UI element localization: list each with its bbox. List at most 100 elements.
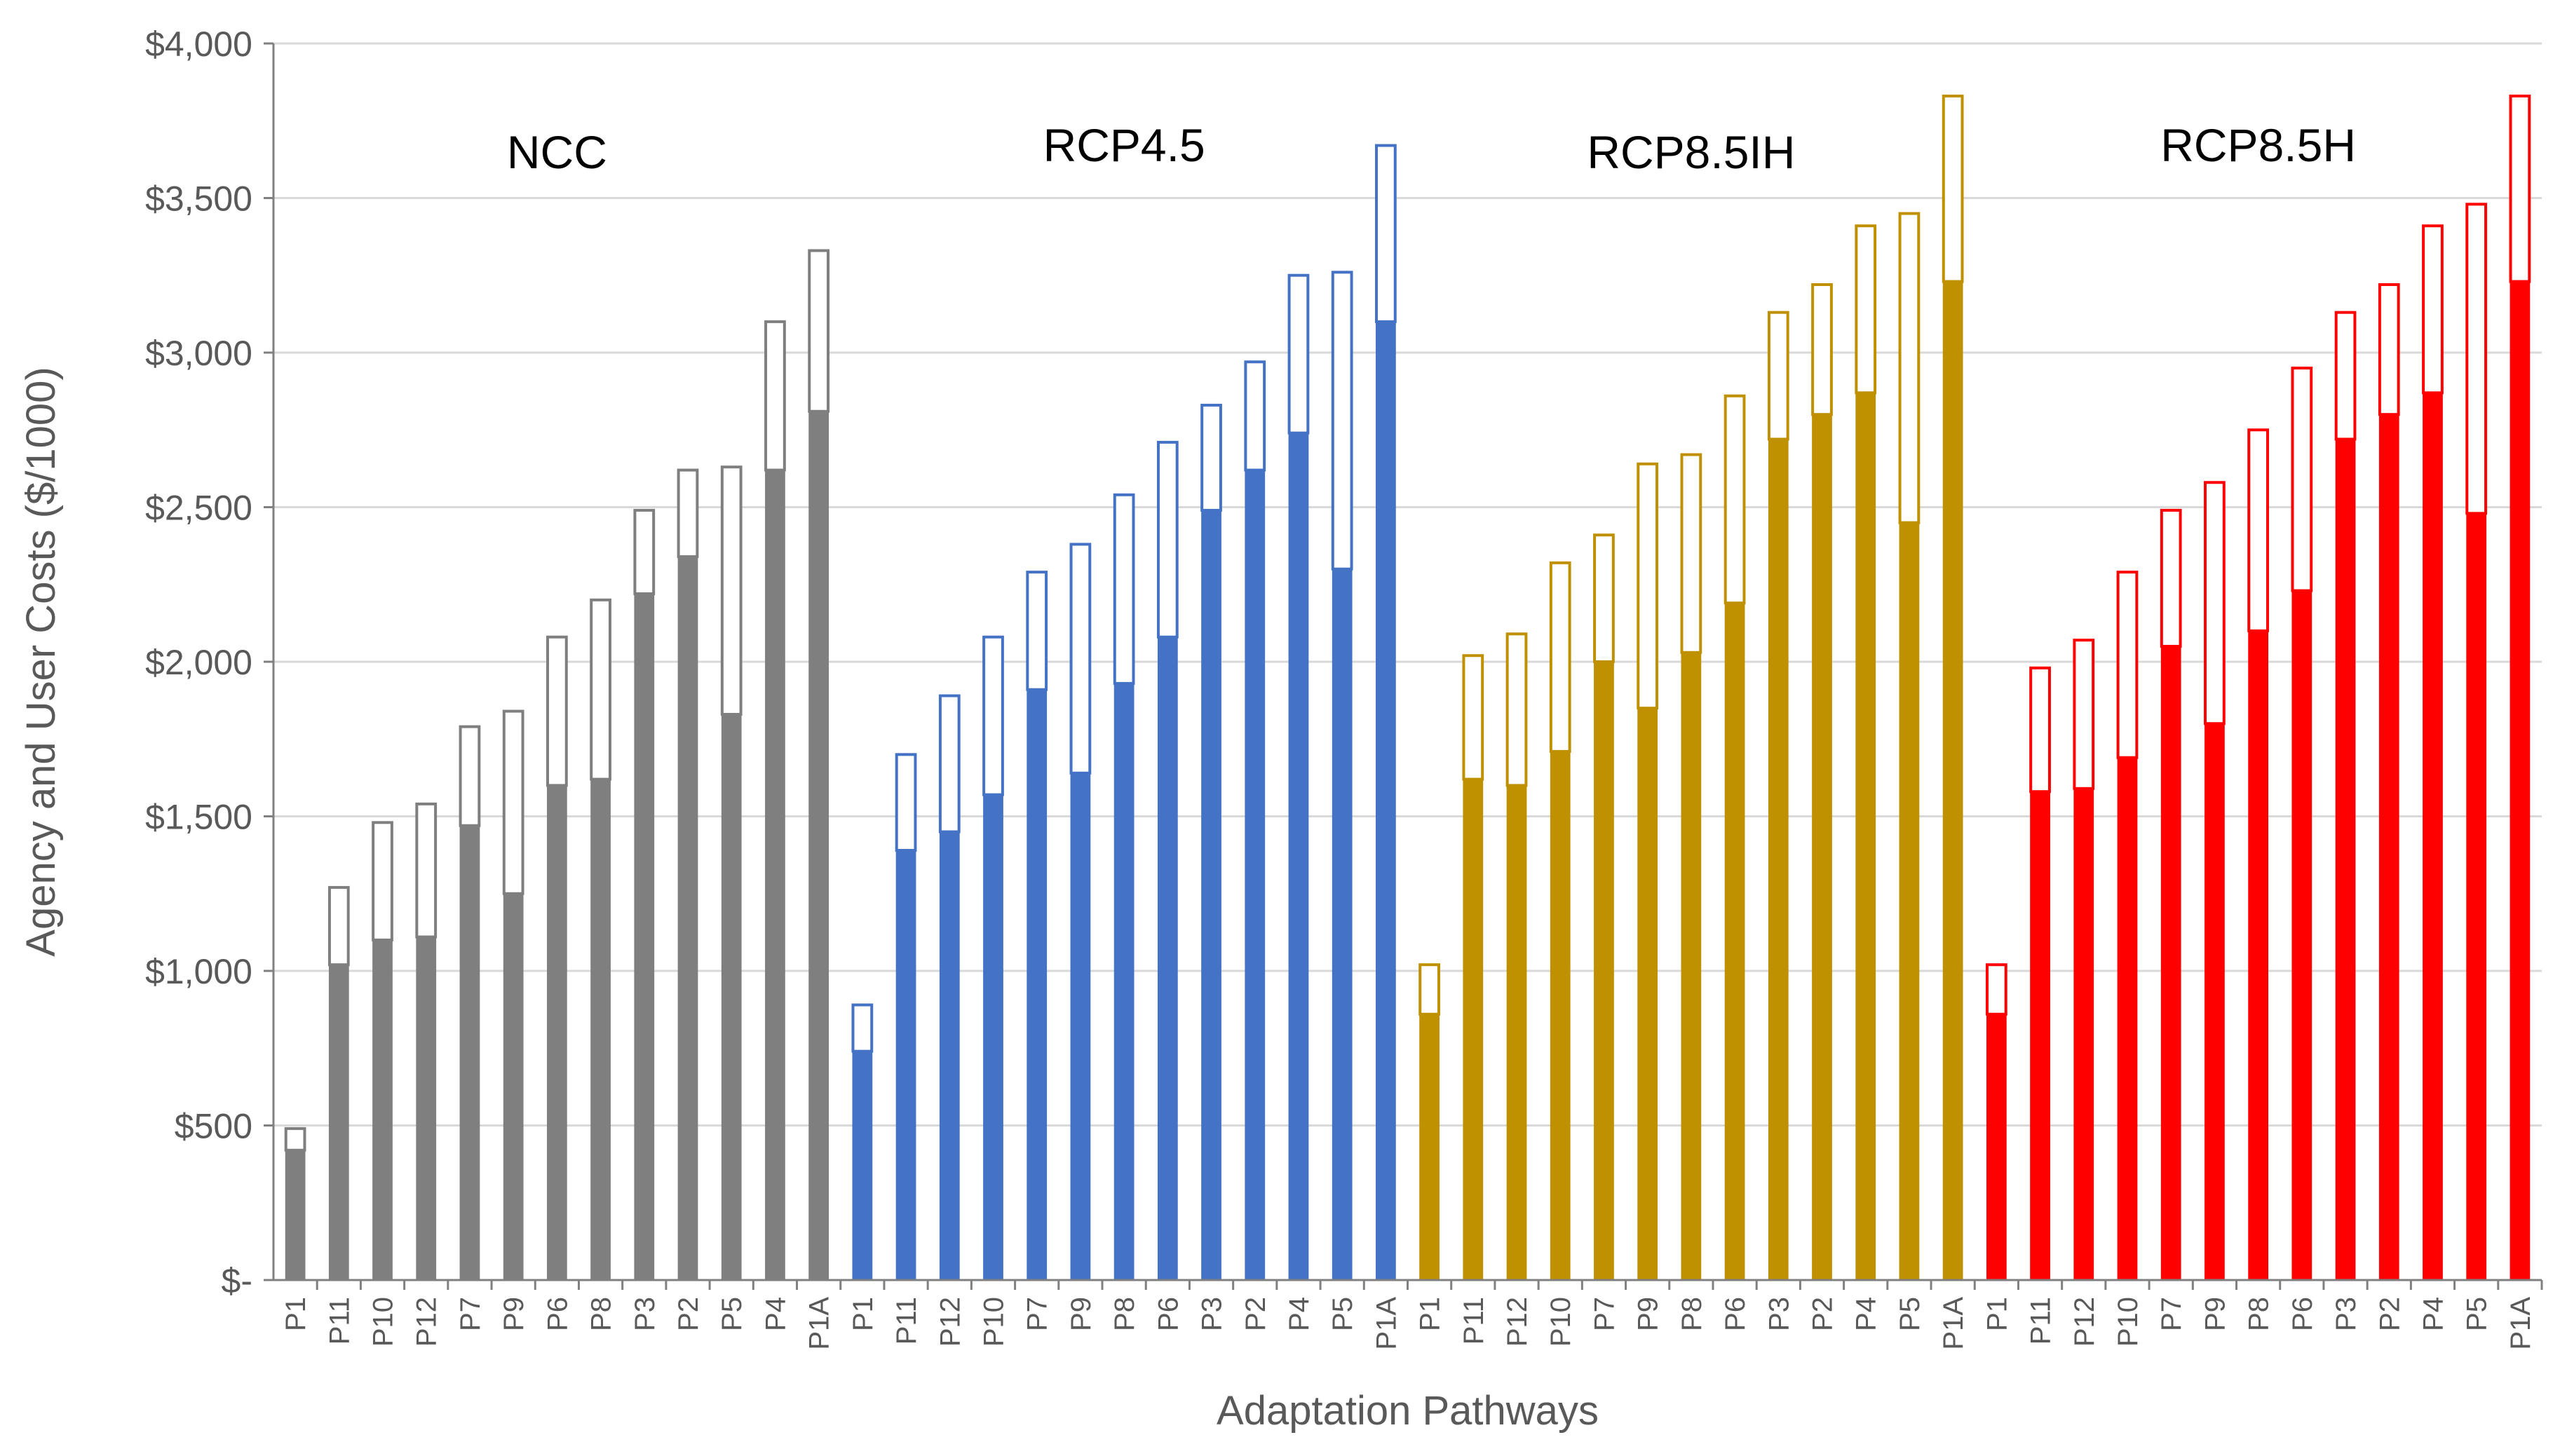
- bar-solid-NCC-P7: [459, 824, 480, 1281]
- x-tick-label: P9: [499, 1297, 529, 1331]
- bar-solid-RCP8.5H-P11: [2030, 791, 2050, 1281]
- bar-solid-NCC-P3: [634, 592, 655, 1281]
- bar-outline-RCP8.5IH-P1A: [1942, 94, 1964, 283]
- x-tick-label: P5: [717, 1297, 747, 1331]
- bar-solid-RCP8.5IH-P10: [1550, 750, 1571, 1281]
- bar-outline-NCC-P11: [327, 885, 350, 967]
- bar-solid-RCP4.5-P11: [895, 850, 916, 1281]
- bar-solid-RCP8.5IH-P11: [1463, 778, 1484, 1281]
- x-tick-label: P6: [542, 1297, 573, 1331]
- bar-outline-RCP8.5H-P10: [2116, 571, 2139, 759]
- bar-outline-RCP8.5IH-P9: [1637, 462, 1659, 710]
- bar-solid-NCC-P12: [416, 936, 437, 1281]
- x-tick-label: P11: [324, 1297, 355, 1345]
- bar-outline-RCP8.5IH-P7: [1593, 533, 1615, 663]
- x-tick-label: P3: [630, 1297, 661, 1331]
- x-tick-label: P1: [1982, 1297, 2012, 1331]
- bar-solid-NCC-P10: [372, 939, 393, 1281]
- bar-outline-RCP8.5H-P5: [2465, 203, 2488, 515]
- x-tick-label: P2: [1808, 1297, 1838, 1331]
- group-label: RCP8.5IH: [1587, 126, 1795, 178]
- bar-solid-RCP8.5H-P2: [2378, 414, 2399, 1281]
- x-tick-label: P4: [760, 1297, 791, 1331]
- bar-outline-NCC-P1A: [808, 249, 830, 413]
- bar-outline-NCC-P1: [284, 1127, 306, 1152]
- y-tick-label: $3,500: [145, 179, 252, 219]
- bar-outline-RCP4.5-P2: [1244, 360, 1266, 472]
- y-tick-label: $500: [175, 1107, 252, 1146]
- group-label: NCC: [507, 126, 607, 178]
- x-tick-label: P10: [2113, 1297, 2144, 1347]
- x-tick-label: P5: [2462, 1297, 2493, 1331]
- bar-outline-RCP8.5IH-P6: [1723, 394, 1746, 605]
- bar-solid-RCP4.5-P6: [1157, 636, 1178, 1281]
- y-tick-label: $4,000: [145, 25, 252, 64]
- bar-solid-NCC-P6: [546, 784, 567, 1281]
- bar-solid-RCP8.5H-P3: [2335, 438, 2356, 1281]
- bar-outline-RCP8.5H-P12: [2073, 639, 2095, 790]
- bar-outline-RCP4.5-P12: [938, 694, 961, 834]
- bar-outline-RCP8.5H-P3: [2334, 311, 2357, 441]
- bar-outline-RCP8.5H-P2: [2378, 283, 2400, 416]
- bar-outline-NCC-P4: [764, 320, 786, 472]
- y-tick-label: $-: [222, 1261, 252, 1300]
- bar-solid-RCP8.5IH-P12: [1506, 784, 1527, 1281]
- bar-outline-RCP4.5-P10: [982, 635, 1004, 796]
- x-tick-label: P8: [1677, 1297, 1707, 1331]
- bar-solid-RCP4.5-P4: [1288, 432, 1309, 1281]
- bar-outline-RCP4.5-P9: [1069, 543, 1092, 775]
- bar-outline-RCP8.5H-P1: [1985, 963, 2007, 1016]
- bar-outline-RCP4.5-P6: [1156, 440, 1179, 639]
- x-tick-label: P3: [1197, 1297, 1228, 1331]
- x-tick-label: P4: [1284, 1297, 1315, 1331]
- bar-solid-RCP8.5IH-P2: [1812, 414, 1832, 1281]
- x-tick-label: P12: [1502, 1297, 1533, 1347]
- bar-outline-RCP4.5-P1A: [1375, 144, 1397, 323]
- x-tick-label: P10: [368, 1297, 399, 1347]
- x-tick-label: P6: [1153, 1297, 1184, 1331]
- bar-solid-RCP4.5-P1: [852, 1050, 873, 1281]
- bar-solid-RCP4.5-P5: [1332, 568, 1353, 1281]
- x-tick-label: P12: [412, 1297, 442, 1347]
- bar-solid-NCC-P1A: [808, 410, 829, 1281]
- bar-solid-RCP4.5-P9: [1070, 772, 1091, 1281]
- bar-outline-RCP8.5H-P8: [2247, 428, 2270, 632]
- bar-outline-RCP8.5IH-P10: [1549, 561, 1571, 753]
- bar-solid-RCP8.5IH-P8: [1681, 651, 1702, 1281]
- x-tick-label: P3: [2331, 1297, 2362, 1331]
- x-tick-label: P7: [1022, 1297, 1053, 1331]
- gridlines: [273, 42, 2542, 1127]
- x-tick-label: P1: [1415, 1297, 1446, 1331]
- bar-outline-RCP8.5H-P4: [2422, 224, 2444, 395]
- bar-outline-RCP8.5IH-P2: [1811, 283, 1833, 416]
- bar-outline-NCC-P6: [546, 635, 568, 787]
- bar-solid-NCC-P8: [590, 778, 611, 1281]
- bar-solid-RCP8.5H-P1A: [2510, 280, 2531, 1281]
- y-tick-label: $3,000: [145, 334, 252, 373]
- bar-solid-RCP8.5H-P6: [2291, 590, 2312, 1281]
- y-tick-label: $1,000: [145, 952, 252, 991]
- x-tick-label: P9: [2200, 1297, 2230, 1331]
- y-tick-label: $2,000: [145, 643, 252, 682]
- x-tick-label: P2: [2374, 1297, 2405, 1331]
- bar-solid-RCP8.5IH-P6: [1724, 602, 1745, 1281]
- bar-outline-NCC-P2: [677, 468, 699, 559]
- bar-outline-RCP4.5-P8: [1113, 493, 1135, 685]
- x-tick-label: P1A: [2505, 1297, 2536, 1350]
- x-tick-label: P11: [891, 1297, 922, 1345]
- x-tick-label: P6: [1720, 1297, 1751, 1331]
- x-tick-label: P5: [1327, 1297, 1358, 1331]
- group-labels: NCC RCP4.5 RCP8.5IH RCP8.5H: [507, 119, 2356, 178]
- x-tick-label: P12: [2069, 1297, 2100, 1347]
- bar-outline-RCP8.5H-P6: [2291, 367, 2313, 592]
- bar-outline-RCP8.5IH-P3: [1767, 311, 1789, 441]
- x-tick-label: P4: [2418, 1297, 2449, 1331]
- bar-outline-RCP8.5IH-P11: [1462, 654, 1484, 781]
- bar-solid-NCC-P2: [677, 556, 698, 1281]
- bar-solid-RCP8.5IH-P3: [1768, 438, 1789, 1281]
- x-tick-label: P1A: [1938, 1297, 1969, 1350]
- bar-outline-RCP8.5H-P9: [2204, 481, 2226, 726]
- bar-solid-RCP4.5-P2: [1245, 469, 1266, 1281]
- y-tick-labels: $- $500 $1,000 $1,500 $2,000 $2,500 $3,000 $3,5…: [145, 25, 273, 1300]
- bar-solid-RCP8.5IH-P7: [1594, 661, 1614, 1281]
